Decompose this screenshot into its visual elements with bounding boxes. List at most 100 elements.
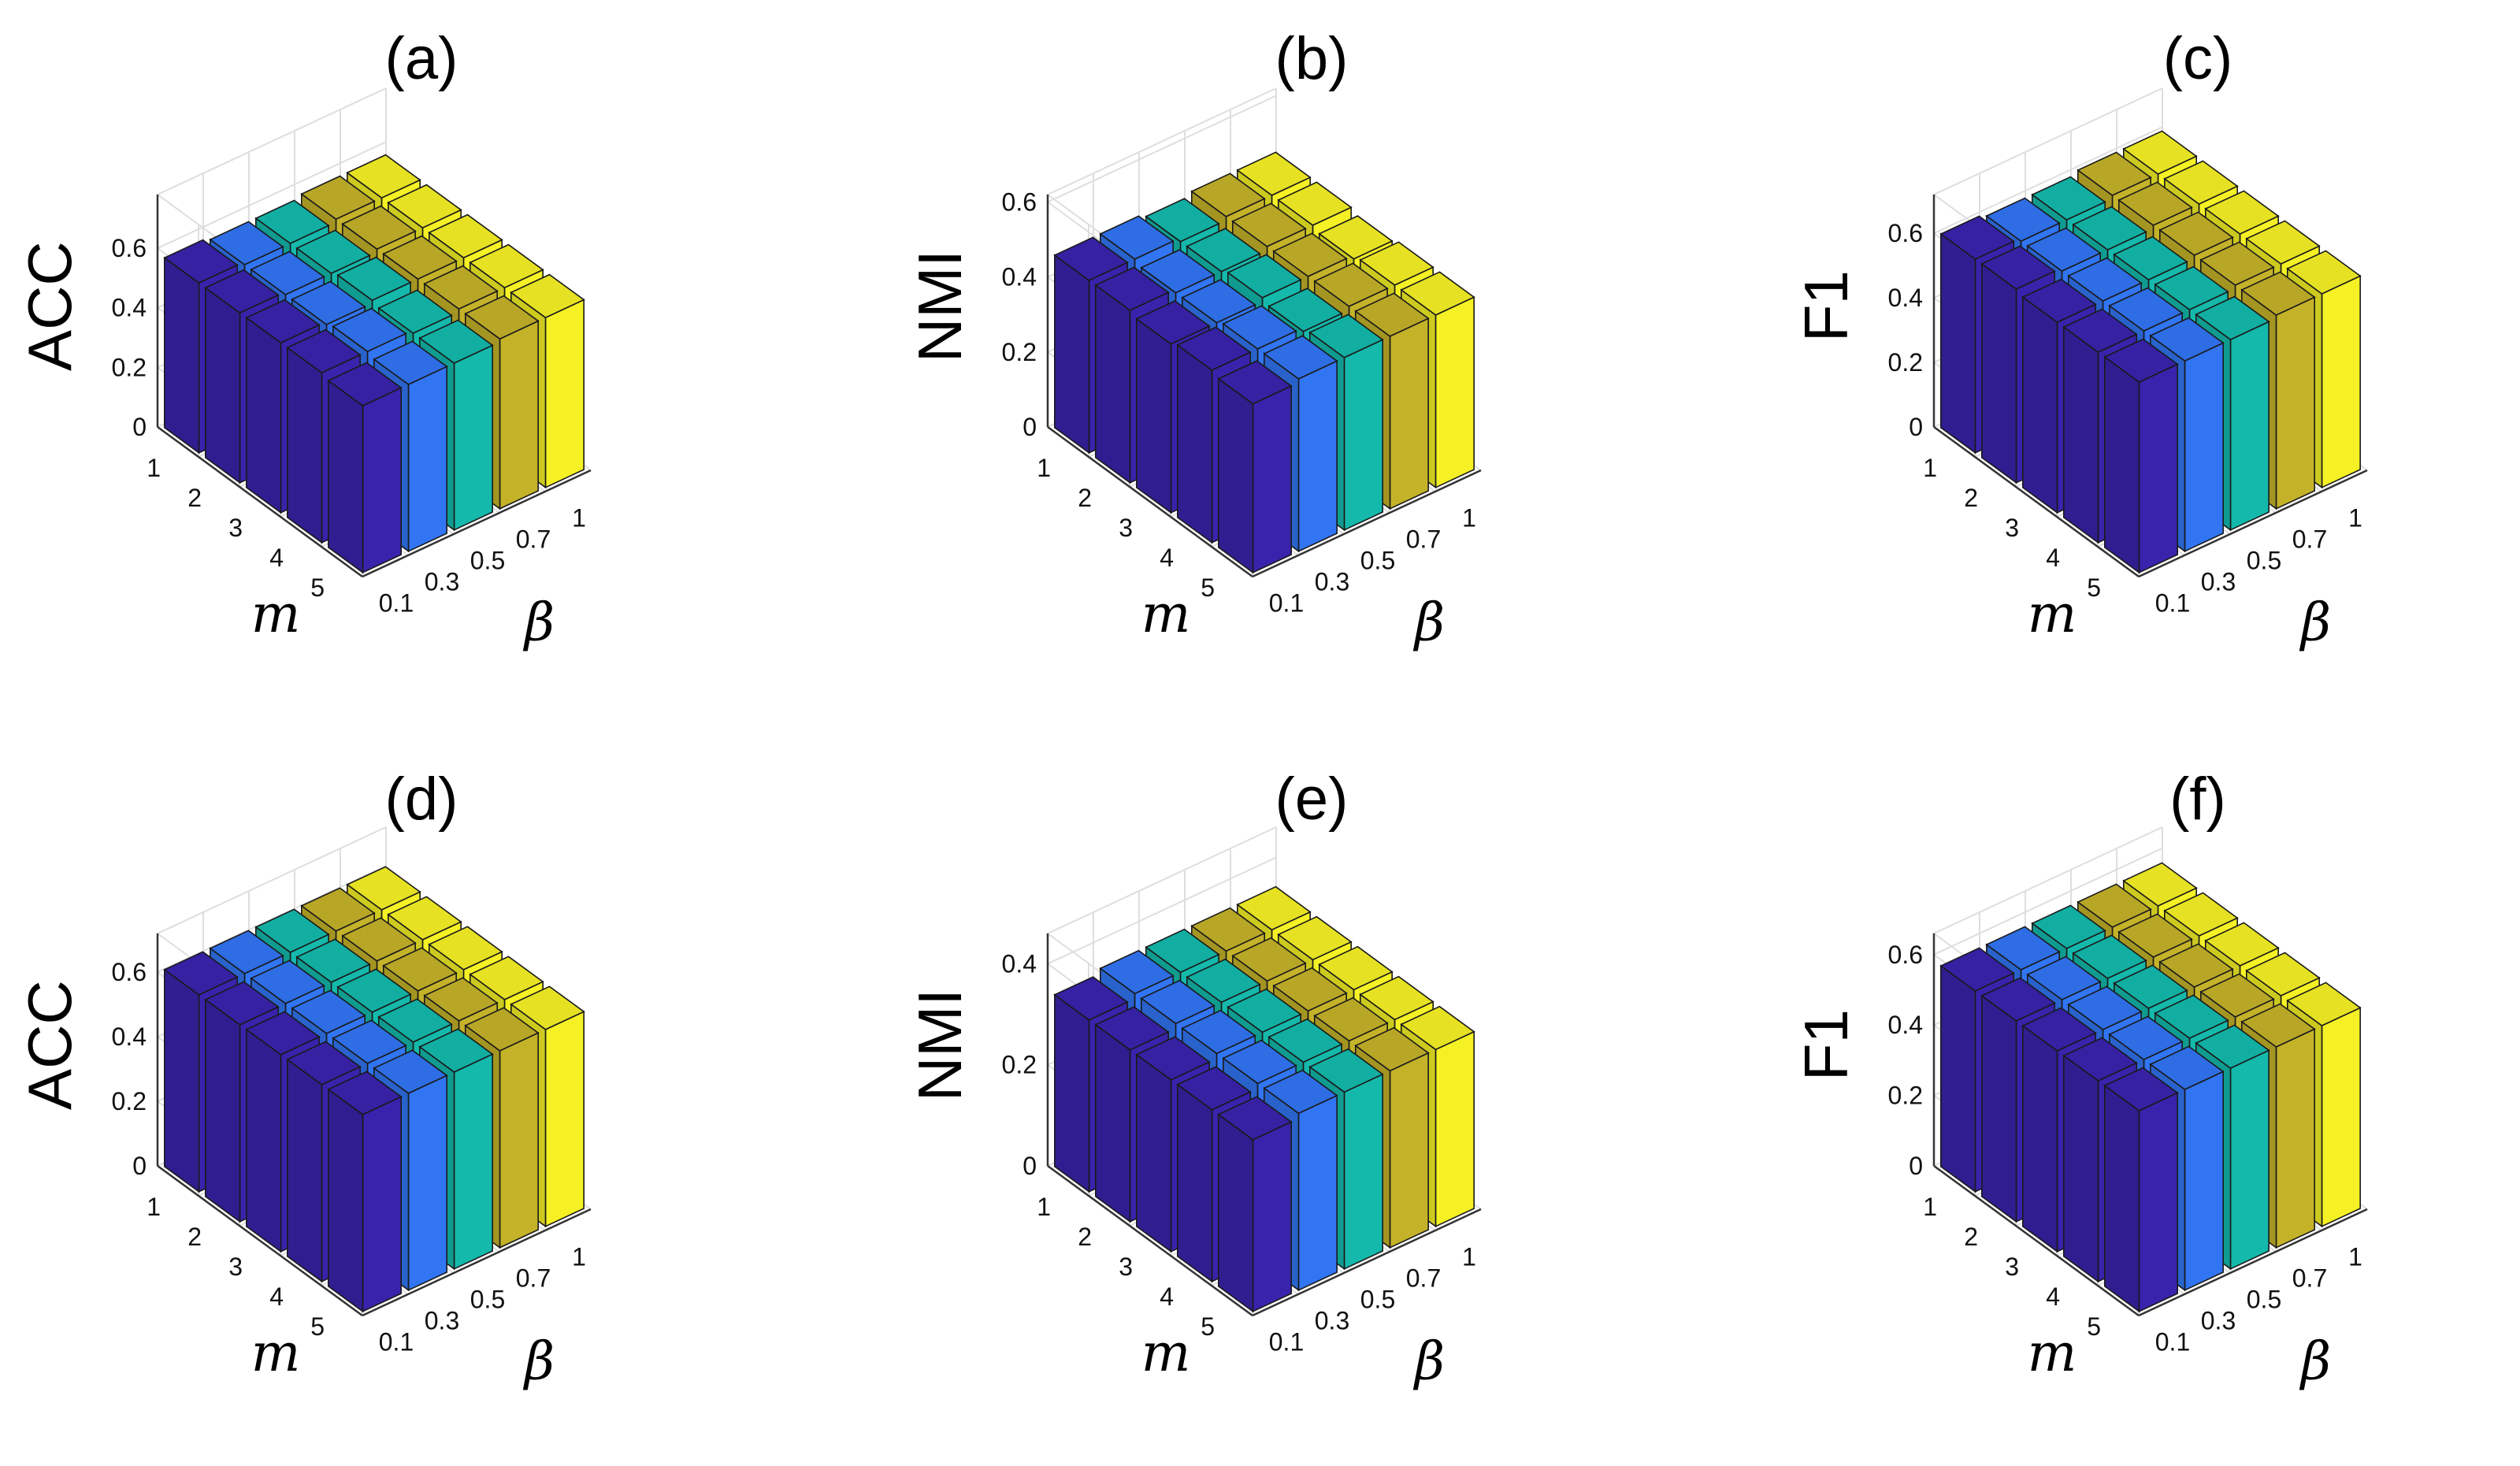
bar-face <box>295 938 371 983</box>
z-tick-label: 0.6 <box>1888 941 1923 969</box>
bar-face <box>373 340 448 385</box>
z-axis-label: F1 <box>1791 270 1861 342</box>
bar-face <box>2022 295 2058 514</box>
beta-tick-label: 0.5 <box>1360 1286 1395 1314</box>
m-tick-label: 3 <box>2005 1253 2019 1281</box>
m-tick-label: 5 <box>310 1312 325 1341</box>
bar-face <box>291 989 366 1034</box>
bar-face <box>1190 907 1266 952</box>
bar-face <box>2149 317 2225 362</box>
bar-face <box>1136 317 1172 514</box>
beta-tick-label: 0.7 <box>516 525 551 554</box>
beta-tick-label: 1 <box>572 504 586 533</box>
bar-face <box>2021 1007 2097 1052</box>
bar-face <box>332 307 407 353</box>
bar-face <box>2199 973 2275 1018</box>
bar-face <box>2072 934 2147 979</box>
bar-face <box>2321 1007 2361 1228</box>
bar-face <box>2022 1024 2058 1253</box>
bar-face <box>1400 1005 1475 1051</box>
bar-face <box>286 1058 323 1283</box>
bar-face <box>1140 979 1215 1025</box>
bar-face <box>387 896 462 941</box>
bar-face <box>1980 977 2056 1022</box>
bar-face <box>1940 964 1976 1193</box>
m-axis-label: m <box>2028 1323 2077 1383</box>
bar-face <box>499 320 540 510</box>
bar-face <box>327 1071 403 1115</box>
bar-face <box>423 265 499 310</box>
bar-face <box>2199 241 2275 286</box>
bar-face <box>1318 215 1394 260</box>
bar-face <box>1985 197 2061 243</box>
bar-face <box>464 1007 540 1052</box>
bar-face <box>1236 151 1312 196</box>
z-tick-label: 0.6 <box>112 234 147 262</box>
bar-face <box>1176 1066 1252 1111</box>
bar-face <box>327 362 403 406</box>
beta-tick-label: 0.1 <box>1269 589 1304 618</box>
bar-face <box>2067 985 2143 1030</box>
bar-face <box>407 1074 448 1292</box>
bar-face <box>1272 232 1348 277</box>
axes <box>1932 933 2368 1317</box>
bar-face <box>164 968 200 1193</box>
bar-m5-beta-1 <box>1217 360 1293 574</box>
beta-tick-label: 1 <box>572 1243 586 1271</box>
bar-face <box>300 887 376 932</box>
bar-face <box>286 328 362 374</box>
bar-face <box>2158 211 2234 256</box>
bar-face <box>544 299 585 489</box>
m-tick-label: 5 <box>1201 1312 1215 1341</box>
bars <box>1053 151 1475 574</box>
bar-face <box>1400 271 1475 316</box>
bar-face <box>1231 202 1307 247</box>
bar-face <box>1053 236 1129 281</box>
m-tick-label: 3 <box>2005 514 2019 542</box>
beta-tick-label: 0.7 <box>1406 525 1441 554</box>
beta-tick-label: 0.1 <box>1269 1328 1304 1357</box>
z-tick-label: 0.2 <box>1888 1082 1923 1110</box>
beta-tick-label: 0.1 <box>379 1328 414 1357</box>
bar-face <box>2062 308 2138 354</box>
bar-face <box>1318 945 1394 991</box>
bar-face <box>1054 254 1090 455</box>
m-tick-label: 2 <box>1078 484 1092 512</box>
bar-face <box>1354 292 1430 337</box>
z-tick-label: 0.2 <box>1888 348 1923 377</box>
bar-face <box>2204 190 2280 235</box>
bar-face <box>1181 279 1256 324</box>
bar-face <box>1252 1120 1292 1313</box>
bar-face <box>254 908 330 953</box>
bar-face <box>1980 245 2056 290</box>
bar-face <box>2063 325 2099 544</box>
beta-tick-label: 0.7 <box>516 1264 551 1293</box>
m-axis-label: m <box>1141 584 1191 644</box>
bar-face <box>2076 883 2152 928</box>
bar-face <box>1190 173 1266 217</box>
beta-tick-label: 0.3 <box>2201 568 2236 596</box>
bar-face <box>2113 236 2188 281</box>
m-tick-label: 1 <box>1037 454 1051 482</box>
m-axis-label: m <box>2028 584 2077 644</box>
bar-face <box>295 229 371 274</box>
bar-face <box>346 154 421 199</box>
bars <box>1939 130 2362 574</box>
m-tick-label: 5 <box>310 573 325 602</box>
bar-face <box>362 387 403 574</box>
z-tick-label: 0.6 <box>1888 219 1923 247</box>
bar-face <box>2063 1054 2099 1283</box>
bar-face <box>1095 1023 1131 1223</box>
axes <box>1932 195 2368 578</box>
bar-face <box>1263 1069 1338 1115</box>
bar-face <box>2104 1084 2140 1313</box>
beta-tick-label: 0.3 <box>1315 1307 1349 1335</box>
bar-face <box>164 256 200 455</box>
bar-face <box>286 1041 362 1086</box>
bar-face <box>163 239 239 284</box>
beta-axis-line <box>2138 1208 2368 1317</box>
m-axis-line <box>1933 1164 2140 1317</box>
beta-tick-label: 0.7 <box>2292 525 2327 554</box>
z-tick-label: 0.4 <box>1002 263 1037 291</box>
